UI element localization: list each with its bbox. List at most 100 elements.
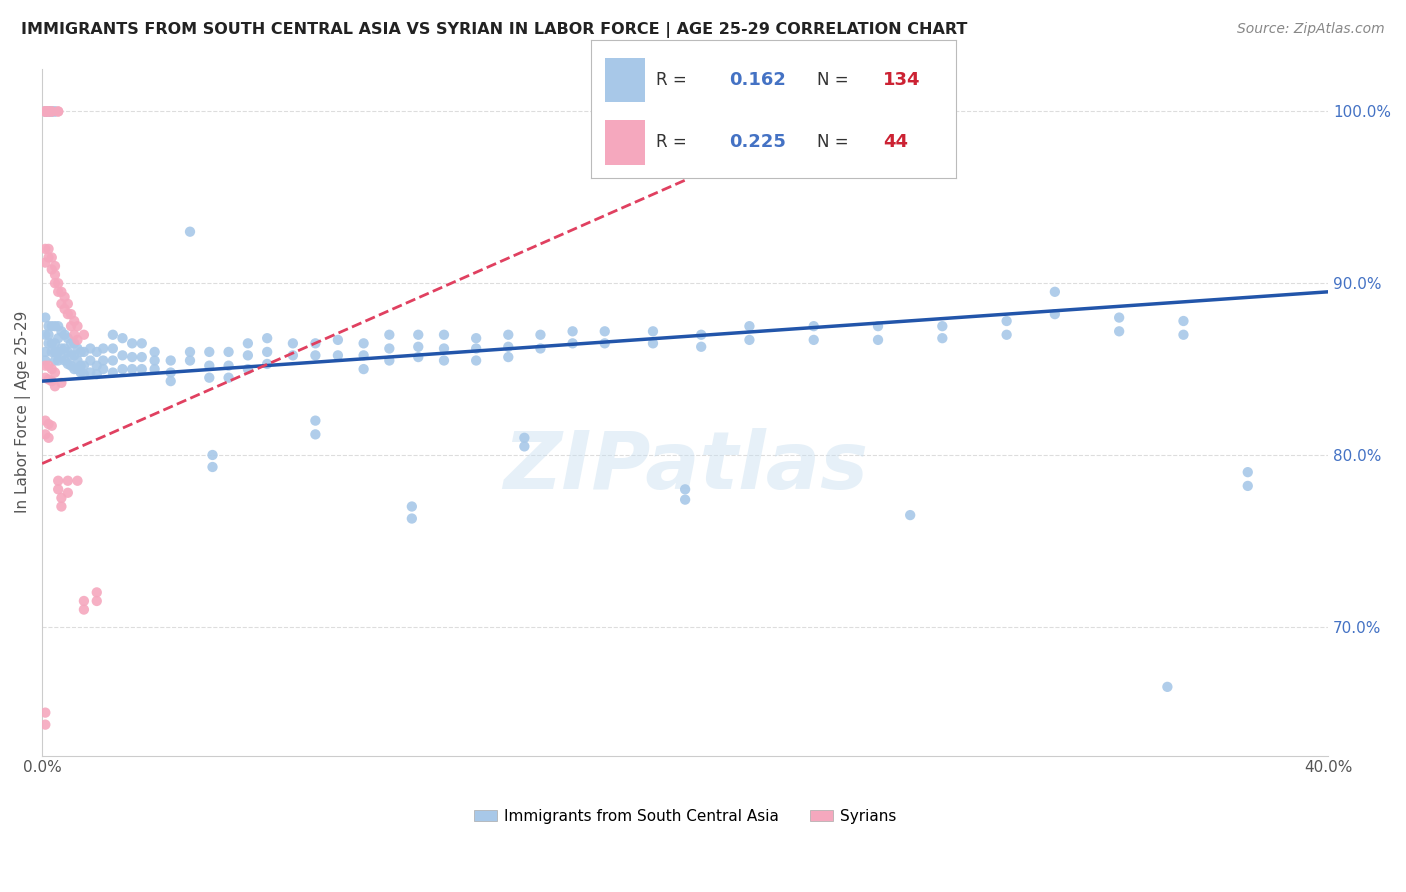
Point [690, 327, 713, 342]
Point [51, 342, 73, 356]
Point [38, 372, 60, 386]
Point [38, 242, 60, 256]
Point [41, 104, 63, 119]
Point [60, 336, 83, 351]
Point [803, 333, 825, 347]
Point [131, 362, 153, 376]
Point [53, 353, 76, 368]
Point [866, 319, 889, 334]
Point [1108, 324, 1130, 338]
Text: 134: 134 [883, 71, 921, 89]
Point [738, 333, 761, 347]
Point [46, 104, 69, 119]
Point [561, 324, 583, 338]
Point [34, 104, 56, 119]
Point [38, 431, 60, 445]
Point [561, 336, 583, 351]
Point [34, 345, 56, 359]
Point [79, 342, 101, 356]
Point [593, 324, 616, 338]
Point [73, 327, 96, 342]
Point [498, 350, 520, 364]
Point [44, 277, 66, 291]
Point [38, 417, 60, 431]
Point [34, 242, 56, 256]
Point [53, 290, 76, 304]
Point [66, 333, 89, 347]
Point [51, 376, 73, 390]
Point [1173, 314, 1195, 328]
Point [38, 104, 60, 119]
Point [63, 348, 86, 362]
Text: IMMIGRANTS FROM SOUTH CENTRAL ASIA VS SYRIAN IN LABOR FORCE | AGE 25-29 CORRELAT: IMMIGRANTS FROM SOUTH CENTRAL ASIA VS SY… [21, 22, 967, 38]
Point [56, 307, 79, 321]
Point [401, 511, 423, 525]
Point [593, 336, 616, 351]
Point [56, 345, 79, 359]
Point [34, 104, 56, 119]
Point [143, 345, 166, 359]
Point [46, 483, 69, 497]
Point [51, 324, 73, 338]
Point [159, 374, 181, 388]
Point [529, 342, 551, 356]
Text: Source: ZipAtlas.com: Source: ZipAtlas.com [1237, 22, 1385, 37]
Point [131, 336, 153, 351]
Point [41, 362, 63, 376]
Point [51, 350, 73, 364]
Point [66, 342, 89, 356]
Point [304, 414, 326, 428]
Point [513, 439, 536, 453]
Point [1173, 327, 1195, 342]
Point [63, 327, 86, 342]
Point [673, 483, 696, 497]
Point [465, 331, 488, 345]
Point [38, 104, 60, 119]
Point [34, 706, 56, 720]
Point [34, 414, 56, 428]
Point [406, 350, 429, 364]
Point [38, 327, 60, 342]
Point [44, 353, 66, 368]
Point [38, 336, 60, 351]
Point [63, 362, 86, 376]
Point [46, 331, 69, 345]
Point [433, 327, 456, 342]
Point [198, 345, 221, 359]
Point [690, 340, 713, 354]
Point [995, 314, 1018, 328]
Point [86, 594, 108, 608]
Point [1108, 310, 1130, 325]
Point [34, 104, 56, 119]
Point [46, 474, 69, 488]
Point [401, 500, 423, 514]
Point [86, 368, 108, 382]
Point [44, 104, 66, 119]
Point [73, 602, 96, 616]
Point [44, 104, 66, 119]
Point [159, 366, 181, 380]
Point [44, 268, 66, 282]
Point [198, 359, 221, 373]
Point [34, 104, 56, 119]
Point [378, 342, 401, 356]
Bar [605, 58, 645, 103]
Y-axis label: In Labor Force | Age 25-29: In Labor Force | Age 25-29 [15, 310, 31, 513]
Point [73, 345, 96, 359]
Point [995, 327, 1018, 342]
Point [101, 327, 124, 342]
Text: ZIPatlas: ZIPatlas [502, 428, 868, 506]
Point [44, 319, 66, 334]
Point [34, 353, 56, 368]
Point [143, 362, 166, 376]
Point [34, 104, 56, 119]
Point [111, 331, 134, 345]
Point [44, 345, 66, 359]
Point [46, 285, 69, 299]
Point [34, 104, 56, 119]
Point [56, 357, 79, 371]
Point [46, 319, 69, 334]
Point [931, 319, 953, 334]
Point [179, 225, 201, 239]
Bar [605, 120, 645, 164]
